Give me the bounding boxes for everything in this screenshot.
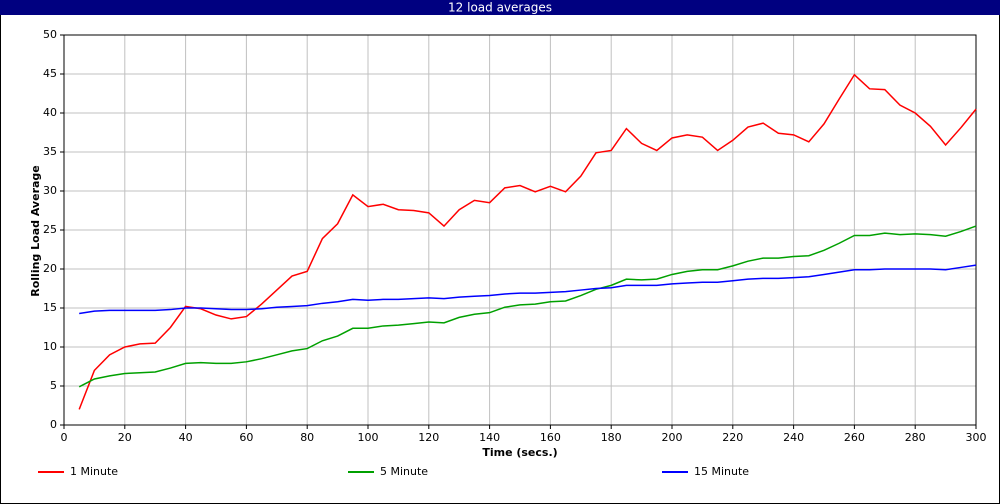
x-tick-label: 40 [179, 431, 193, 444]
x-tick-label: 0 [61, 431, 68, 444]
y-tick-label: 20 [43, 262, 57, 275]
x-tick-label: 140 [479, 431, 500, 444]
series-line [78, 225, 977, 388]
plot-border [63, 34, 977, 426]
y-tick-label: 10 [43, 340, 57, 353]
x-tick-label: 20 [118, 431, 132, 444]
x-tick-label: 220 [722, 431, 743, 444]
y-tick-label: 0 [50, 418, 57, 431]
legend-label: 15 Minute [694, 465, 749, 478]
x-tick-label: 240 [783, 431, 804, 444]
legend-label: 5 Minute [380, 465, 428, 478]
y-axis-label: Rolling Load Average [29, 165, 42, 297]
y-tick-label: 35 [43, 145, 57, 158]
title-bar [0, 0, 1000, 15]
y-tick-label: 5 [50, 379, 57, 392]
x-tick-label: 200 [662, 431, 683, 444]
x-tick-label: 60 [239, 431, 253, 444]
y-tick-label: 45 [43, 67, 57, 80]
series-line [78, 73, 977, 410]
legend-label: 1 Minute [70, 465, 118, 478]
y-tick-label: 30 [43, 184, 57, 197]
x-tick-label: 160 [540, 431, 561, 444]
series-line [79, 264, 977, 315]
y-tick-label: 50 [43, 28, 57, 41]
y-tick-label: 15 [43, 301, 57, 314]
x-tick-label: 280 [905, 431, 926, 444]
x-tick-label: 100 [358, 431, 379, 444]
x-tick-label: 300 [966, 431, 987, 444]
x-tick-label: 120 [418, 431, 439, 444]
y-tick-label: 25 [43, 223, 57, 236]
chart-title: 12 load averages [448, 1, 552, 15]
y-tick-label: 40 [43, 106, 57, 119]
x-tick-label: 260 [844, 431, 865, 444]
x-axis-label: Time (secs.) [482, 446, 557, 459]
x-tick-label: 80 [300, 431, 314, 444]
x-tick-label: 180 [601, 431, 622, 444]
